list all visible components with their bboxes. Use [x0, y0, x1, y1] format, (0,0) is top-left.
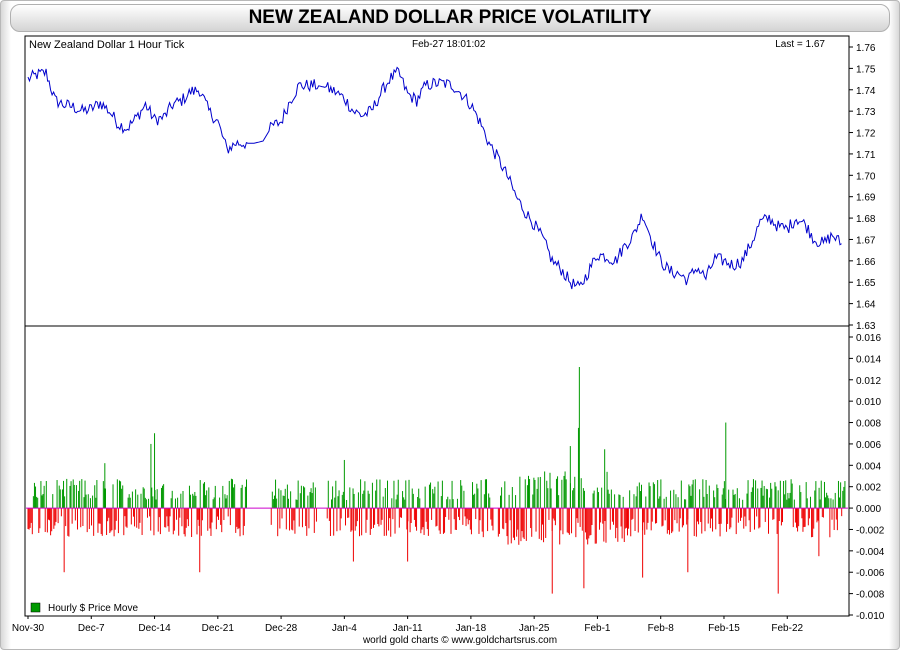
volatility-y-tick-label: -0.010 [856, 611, 885, 622]
volatility-y-tick-label: -0.008 [856, 590, 885, 601]
volatility-y-tick-label: 0.006 [856, 440, 881, 451]
price-y-tick-label: 1.67 [856, 235, 876, 246]
price-y-tick-label: 1.68 [856, 214, 876, 225]
volatility-y-axis: 0.016 0.014 0.012 0.010 0.008 0.006 0.004 0.002… [849, 333, 885, 622]
credit-text: world gold charts © www.goldchartsrus.co… [362, 635, 557, 646]
legend-label: Hourly $ Price Move [48, 603, 138, 614]
volatility-y-tick-label: -0.004 [856, 547, 885, 558]
price-panel [24, 35, 850, 327]
price-y-tick-label: 1.72 [856, 129, 876, 140]
price-y-tick-label: 1.73 [856, 107, 876, 118]
price-y-tick-label: 1.75 [856, 64, 876, 75]
price-y-tick-label: 1.65 [856, 278, 876, 289]
price-y-tick-label: 1.69 [856, 193, 876, 204]
volatility-y-tick-label: 0.012 [856, 376, 881, 387]
price-y-tick-label: 1.64 [856, 300, 876, 311]
x-axis: Nov-30 Dec-7 Dec-14 Dec-21 Dec-28 Jan-4 Jan-11… [12, 616, 804, 634]
x-tick-label: Feb-22 [771, 623, 803, 634]
price-y-tick-label: 1.66 [856, 257, 876, 268]
volatility-y-tick-label: 0.010 [856, 397, 881, 408]
chart-header-center: Feb-27 18:01:02 [412, 39, 486, 50]
chart-header-right: Last = 1.67 [775, 39, 825, 50]
x-tick-label: Jan-4 [332, 623, 357, 634]
price-y-tick-label: 1.63 [856, 321, 876, 332]
x-tick-label: Dec-14 [138, 623, 171, 634]
price-y-tick-label: 1.74 [856, 86, 876, 97]
x-tick-label: Feb-15 [708, 623, 740, 634]
price-y-axis: 1.76 1.75 1.74 1.73 1.72 1.71 1.70 1.69 1.68 1.67… [849, 43, 876, 332]
volatility-y-tick-label: 0.000 [856, 504, 881, 515]
x-tick-label: Jan-11 [393, 623, 423, 634]
price-y-tick-label: 1.71 [856, 150, 876, 161]
volatility-panel [24, 325, 850, 617]
volatility-y-tick-label: -0.006 [856, 568, 885, 579]
volatility-y-tick-label: 0.016 [856, 333, 881, 344]
chart-header-left: New Zealand Dollar 1 Hour Tick [29, 39, 185, 51]
x-tick-label: Feb-8 [648, 623, 675, 634]
volatility-y-tick-label: 0.002 [856, 483, 881, 494]
title-bar: NEW ZEALAND DOLLAR PRICE VOLATILITY [10, 4, 890, 32]
x-tick-label: Feb-1 [584, 623, 611, 634]
volatility-bars [27, 366, 846, 594]
x-tick-label: Dec-7 [78, 623, 105, 634]
x-tick-label: Dec-21 [202, 623, 235, 634]
volatility-y-tick-label: 0.008 [856, 419, 881, 430]
price-y-tick-label: 1.70 [856, 171, 876, 182]
x-tick-label: Nov-30 [12, 623, 45, 634]
volatility-y-tick-label: -0.002 [856, 525, 885, 536]
page-title: NEW ZEALAND DOLLAR PRICE VOLATILITY [248, 7, 652, 28]
volatility-y-tick-label: 0.014 [856, 354, 881, 365]
x-tick-label: Dec-28 [265, 623, 298, 634]
price-y-tick-label: 1.76 [856, 43, 876, 54]
price-series-line [27, 66, 842, 290]
legend-swatch [30, 602, 41, 613]
x-tick-label: Jan-18 [456, 623, 487, 634]
volatility-y-tick-label: 0.004 [856, 461, 881, 472]
x-tick-label: Jan-25 [519, 623, 550, 634]
